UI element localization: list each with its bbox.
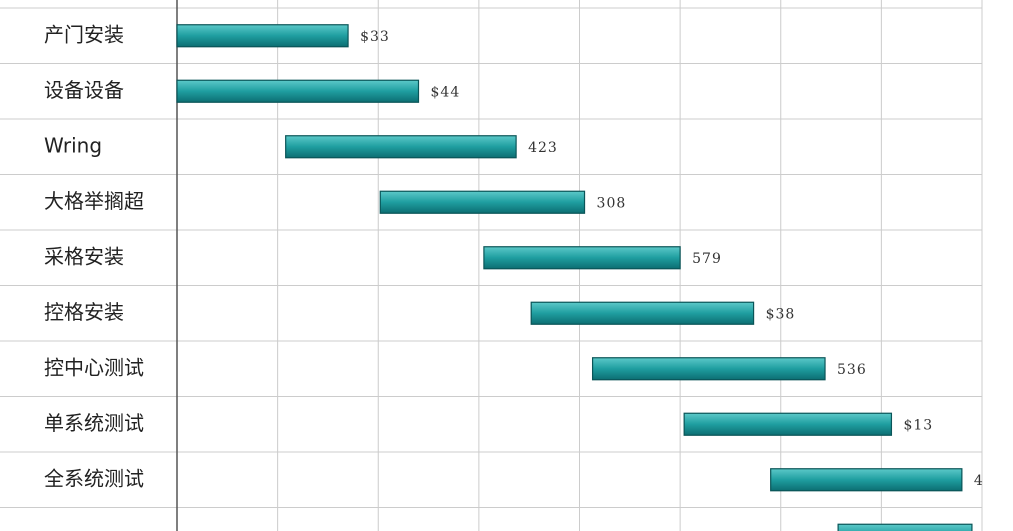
value-label: 4: [974, 473, 984, 489]
value-label: $38: [766, 306, 796, 322]
category-label: 采格安装: [44, 244, 124, 268]
category-label: 控中心测试: [44, 355, 144, 379]
value-label: 423: [528, 140, 558, 156]
category-label: 大格举搁超: [44, 189, 144, 213]
value-label: $13: [903, 417, 933, 433]
value-label: $33: [360, 29, 390, 45]
value-label: $44: [431, 84, 461, 100]
bar: [591, 357, 826, 381]
category-label: Wring: [44, 133, 102, 157]
bar: [530, 301, 755, 325]
bar: [176, 79, 420, 103]
category-label: 产门安装: [44, 22, 124, 46]
bar: [683, 412, 893, 436]
category-label: 全系统测试: [44, 466, 144, 490]
bar: [285, 135, 517, 159]
bar: [379, 190, 586, 214]
category-label: 单系统测试: [44, 411, 144, 435]
bar: [770, 468, 963, 492]
bar: [176, 24, 349, 48]
category-label: 设备设备: [44, 78, 124, 102]
category-label: 控格安装: [44, 300, 124, 324]
value-label: 308: [597, 195, 627, 211]
bar: [483, 246, 681, 270]
value-label: 579: [692, 251, 722, 267]
value-label: 536: [837, 362, 867, 378]
bar: [837, 523, 973, 531]
